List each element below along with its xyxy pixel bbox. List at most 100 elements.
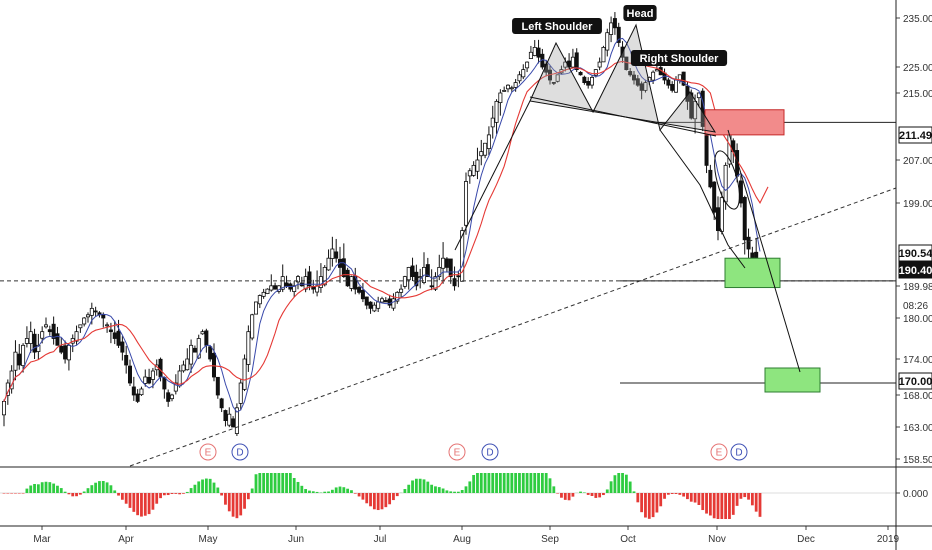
time-tick-label: Nov	[708, 534, 726, 545]
indicator-bar	[506, 473, 510, 493]
green-zone[interactable]	[764, 367, 821, 393]
candle	[307, 271, 312, 287]
candle	[624, 56, 629, 71]
time-tick-label: Apr	[118, 534, 134, 545]
indicator-bar	[67, 493, 71, 495]
indicator-bar	[36, 484, 40, 493]
event-marker[interactable]	[710, 443, 728, 461]
candle	[59, 345, 64, 353]
candle	[303, 276, 308, 290]
candle	[326, 257, 331, 271]
candle	[593, 69, 598, 76]
candle	[185, 358, 190, 371]
indicator-bar	[17, 493, 21, 494]
candle	[372, 304, 377, 312]
price-tick-label: 158.50	[903, 455, 932, 466]
indicator-bar	[250, 488, 254, 493]
indicator-bar	[514, 473, 518, 493]
candle	[437, 267, 442, 278]
green-zone[interactable]	[724, 257, 781, 289]
indicator-bar	[636, 493, 640, 503]
indicator-bar	[434, 486, 437, 493]
price-tick-label: 174.00	[903, 355, 932, 366]
indicator-bar	[208, 478, 212, 493]
indicator-bar	[231, 493, 235, 517]
candle	[551, 81, 556, 84]
candle	[101, 314, 106, 319]
indicator-bar	[338, 486, 342, 493]
pattern-label: Left Shoulder	[522, 21, 594, 33]
indicator-bar	[212, 482, 216, 493]
indicator-bar	[582, 492, 586, 493]
candle	[563, 61, 568, 68]
event-marker[interactable]	[481, 443, 499, 461]
event-marker[interactable]	[730, 443, 748, 461]
indicator-bar	[33, 484, 36, 493]
candle	[410, 265, 415, 278]
indicator-bar	[747, 493, 750, 500]
candle	[414, 271, 419, 287]
indicator-bar	[518, 473, 521, 493]
neckline	[529, 96, 717, 137]
time-tick-label: Mar	[33, 534, 51, 545]
candle	[723, 164, 728, 203]
indicator-bar	[567, 493, 571, 501]
indicator-bar	[128, 493, 132, 508]
indicator-bar	[380, 493, 384, 510]
red-zone[interactable]	[704, 109, 785, 136]
indicator-bar	[29, 485, 33, 493]
main-price-pane[interactable]: Left Shoulder Head Right Shoulder E D E D E D	[0, 0, 897, 467]
candle	[639, 83, 644, 91]
time-axis[interactable]: Mar Apr May Jun Jul Aug Sep Oct Nov Dec 2019	[33, 526, 900, 545]
candle	[521, 69, 526, 78]
indicator-bar	[2, 493, 6, 494]
indicator-bar	[728, 493, 731, 519]
event-marker[interactable]	[199, 443, 217, 461]
indicator-bar	[663, 493, 666, 499]
candle	[341, 258, 346, 278]
indicator-bar	[758, 493, 762, 517]
dashed-trendline	[129, 187, 897, 467]
price-axis[interactable]: 235.00 225.00 215.00 207.00 199.00 189.98 180.…	[896, 14, 932, 500]
candle	[693, 100, 698, 120]
indicator-bar	[491, 473, 495, 493]
candle	[265, 288, 270, 294]
candle	[387, 298, 392, 306]
indicator-bar	[456, 491, 460, 493]
indicator-bar	[617, 473, 621, 493]
indicator-bar	[571, 493, 575, 497]
indicator-bar	[609, 481, 613, 493]
candle	[334, 251, 339, 259]
indicator-bar	[117, 493, 120, 496]
candle	[120, 341, 125, 353]
indicator-bar	[365, 493, 369, 504]
candle	[429, 285, 434, 288]
candle	[17, 353, 22, 366]
candle	[395, 291, 400, 302]
indicator-bar	[384, 493, 388, 508]
indicator-pane[interactable]	[0, 469, 896, 525]
price-tick-label: 215.00	[903, 89, 932, 100]
event-marker[interactable]	[448, 443, 466, 461]
event-marker[interactable]	[231, 443, 249, 461]
indicator-bar	[14, 493, 17, 494]
indicator-bar	[716, 493, 720, 519]
indicator-bar	[308, 490, 311, 493]
indicator-bar	[25, 488, 29, 493]
candle	[609, 22, 614, 35]
indicator-bar	[266, 473, 269, 493]
indicator-bar	[563, 493, 567, 500]
indicator-bar	[544, 473, 548, 493]
indicator-bar	[479, 473, 483, 493]
candle	[108, 329, 113, 333]
candle	[21, 344, 26, 367]
indicator-bar	[82, 491, 86, 493]
candle	[74, 331, 79, 342]
indicator-bar	[292, 478, 296, 493]
indicator-bar	[143, 493, 147, 516]
candle	[418, 276, 423, 279]
indicator-bar	[472, 475, 476, 493]
candle	[704, 135, 709, 166]
indicator-bar	[670, 493, 674, 494]
